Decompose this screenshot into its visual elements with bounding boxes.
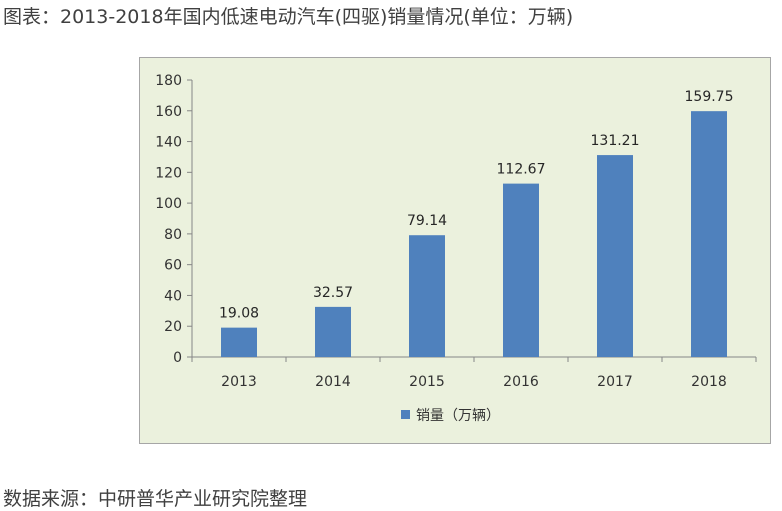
bar: [409, 235, 445, 357]
y-tick-label: 160: [155, 104, 182, 120]
y-axis-ticks: 0 20 40 60 80 100 120 140 160 180: [155, 73, 192, 366]
data-label: 159.75: [685, 89, 734, 105]
data-label: 131.21: [591, 133, 640, 149]
data-label: 19.08: [219, 306, 259, 322]
data-labels: 19.08 32.57 79.14 112.67 131.21 159.75: [219, 89, 734, 321]
data-label: 112.67: [497, 162, 546, 178]
x-tick-label: 2017: [597, 374, 633, 390]
bars: [221, 111, 727, 357]
y-tick-label: 140: [155, 135, 182, 151]
y-tick-label: 80: [164, 227, 182, 243]
data-label: 79.14: [407, 213, 447, 229]
x-tick-label: 2018: [691, 374, 727, 390]
y-tick-label: 60: [164, 258, 182, 274]
x-tick-label: 2013: [221, 374, 257, 390]
y-tick-label: 100: [155, 196, 182, 212]
bar-chart: 0 20 40 60 80 100 120 140 160 180 19.08 32.57 79.14…: [155, 73, 757, 424]
chart-frame: 0 20 40 60 80 100 120 140 160 180 19.08 32.57 79.14…: [139, 57, 771, 444]
y-tick-label: 120: [155, 165, 182, 181]
legend-swatch: [401, 410, 410, 419]
x-tick-label: 2015: [409, 374, 445, 390]
y-tick-label: 20: [164, 319, 182, 335]
y-tick-label: 0: [173, 350, 182, 366]
bar: [503, 183, 539, 357]
legend-label: 销量（万辆）: [416, 408, 500, 424]
chart-axes: [191, 80, 757, 362]
bar: [691, 111, 727, 357]
source-note: 数据来源：中研普华产业研究院整理: [3, 488, 308, 510]
bar: [315, 306, 351, 357]
y-tick-label: 180: [155, 73, 182, 89]
x-tick-label: 2014: [315, 374, 351, 390]
x-tick-label: 2016: [503, 374, 539, 390]
data-label: 32.57: [313, 285, 353, 301]
chart-legend: 销量（万辆）: [401, 408, 500, 424]
bar: [221, 327, 257, 357]
page-title: 图表：2013-2018年国内低速电动汽车(四驱)销量情况(单位：万辆): [3, 6, 574, 28]
bar: [597, 155, 633, 357]
x-axis-ticks: 2013 2014 2015 2016 2017 2018: [221, 374, 727, 390]
y-tick-label: 40: [164, 288, 182, 304]
